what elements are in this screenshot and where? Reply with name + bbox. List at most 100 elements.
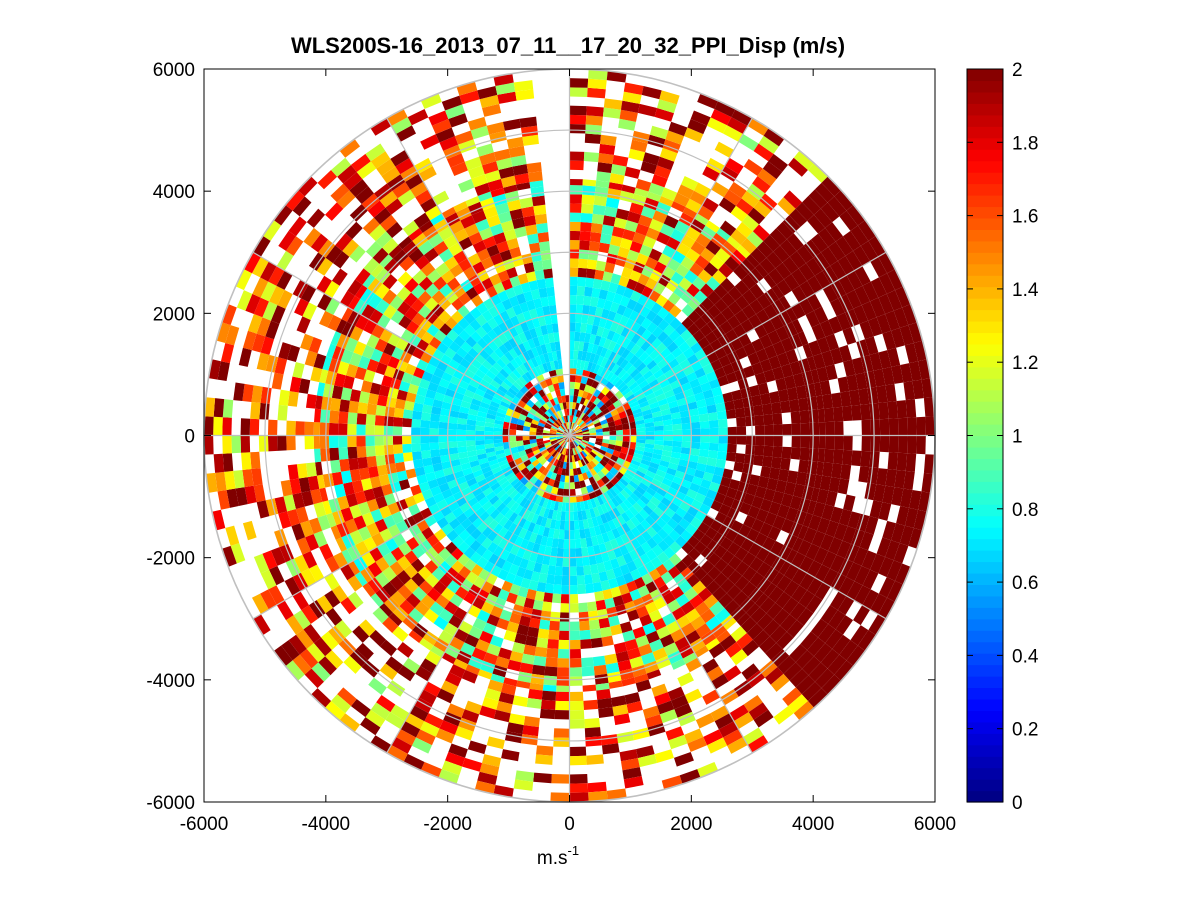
- ppi-cell: [481, 333, 493, 345]
- ppi-cell: [474, 182, 491, 196]
- ppi-cell: [587, 259, 598, 270]
- ppi-cell: [602, 407, 611, 416]
- ppi-cell: [550, 792, 570, 802]
- ppi-cell: [609, 395, 619, 404]
- ppi-cell: [327, 314, 342, 332]
- ppi-cell: [431, 406, 442, 415]
- colorbar-segment: [967, 343, 1003, 356]
- ppi-cell: [699, 420, 710, 429]
- ppi-cell: [734, 575, 750, 591]
- ppi-cell: [749, 571, 765, 588]
- ppi-cell: [546, 574, 555, 585]
- ppi-cell: [633, 473, 644, 483]
- ppi-cell: [444, 473, 456, 483]
- ppi-cell: [447, 435, 457, 442]
- ppi-cell: [657, 551, 670, 564]
- ppi-cell: [710, 232, 727, 248]
- ppi-cell: [819, 380, 832, 396]
- ppi-cell: [598, 617, 611, 629]
- ppi-cell: [693, 567, 708, 581]
- ppi-cell: [623, 390, 634, 399]
- ppi-cell: [458, 566, 472, 579]
- ppi-cell: [669, 380, 681, 390]
- ppi-cell: [870, 297, 886, 318]
- ppi-cell: [305, 393, 317, 409]
- ppi-cell: [556, 488, 564, 496]
- ppi-cell: [619, 358, 629, 370]
- ppi-cell: [531, 317, 541, 329]
- ppi-cell: [752, 176, 771, 194]
- ppi-cell: [558, 439, 565, 445]
- ppi-cell: [516, 680, 531, 689]
- ppi-cell: [517, 671, 532, 683]
- colorbar-segment: [967, 653, 1003, 666]
- ppi-cell: [440, 454, 451, 463]
- ppi-cell: [347, 446, 358, 459]
- ppi-cell: [425, 283, 440, 298]
- ppi-cell: [591, 516, 599, 527]
- ppi-cell: [625, 519, 636, 531]
- x-tick-label: -2000: [423, 814, 472, 835]
- ppi-cell: [687, 505, 699, 518]
- ppi-cell: [411, 545, 426, 559]
- ppi-cell: [523, 644, 537, 656]
- ppi-cell: [642, 355, 654, 367]
- x-axis-label-superscript: -1: [568, 843, 580, 858]
- ppi-cell: [487, 679, 504, 693]
- ppi-cell: [476, 248, 491, 262]
- ppi-cell: [555, 473, 562, 482]
- ppi-cell: [515, 494, 525, 505]
- ppi-cell: [475, 430, 485, 436]
- ppi-cell: [739, 258, 756, 275]
- ppi-cell: [586, 106, 604, 117]
- ppi-cell: [649, 461, 660, 470]
- ppi-cell: [633, 302, 645, 314]
- ppi-cell: [518, 353, 527, 364]
- ppi-cell: [630, 459, 641, 467]
- ppi-cell: [402, 417, 412, 428]
- ppi-cell: [560, 594, 570, 604]
- ppi-cell: [408, 607, 424, 624]
- ppi-cell: [553, 451, 560, 459]
- ppi-cell: [407, 383, 419, 395]
- ppi-cell: [597, 697, 613, 709]
- ppi-cell: [640, 404, 651, 412]
- colorbar-tick-label: 2: [1012, 60, 1023, 81]
- ppi-cell: [625, 469, 636, 478]
- ppi-cell: [589, 432, 597, 436]
- ppi-cell: [485, 474, 496, 483]
- ppi-cell: [330, 525, 342, 540]
- ppi-cell: [506, 267, 518, 279]
- ppi-cell: [717, 418, 728, 428]
- ppi-cell: [382, 616, 399, 633]
- ppi-cell: [538, 287, 548, 299]
- ppi-cell: [521, 487, 531, 498]
- ppi-cell: [512, 284, 524, 296]
- ppi-cell: [562, 557, 570, 567]
- ppi-cell: [489, 462, 500, 471]
- x-axis: -6000 -4000 -2000 0 2000 4000 6000: [180, 69, 956, 835]
- ppi-cell: [464, 700, 482, 715]
- ppi-cell: [525, 319, 535, 331]
- azimuth-spoke: [569, 251, 887, 437]
- ppi-cell: [670, 228, 686, 243]
- ppi-cell: [554, 519, 561, 530]
- ppi-cell: [356, 413, 367, 425]
- ppi-cell: [569, 185, 583, 195]
- ppi-cell: [904, 343, 919, 364]
- ppi-cell: [878, 252, 896, 274]
- ppi-cell: [611, 376, 621, 386]
- ppi-cell: [609, 173, 625, 185]
- ppi-cell: [726, 236, 741, 250]
- ppi-cell: [678, 341, 691, 353]
- ppi-cell: [791, 568, 807, 586]
- ppi-cell: [752, 629, 770, 647]
- ppi-cell: [531, 459, 540, 467]
- ppi-cell: [425, 650, 442, 666]
- ppi-cell: [659, 147, 678, 162]
- ppi-cell: [878, 597, 896, 619]
- ppi-cell: [790, 447, 801, 460]
- ppi-cell: [613, 217, 628, 229]
- ppi-cell: [707, 552, 721, 567]
